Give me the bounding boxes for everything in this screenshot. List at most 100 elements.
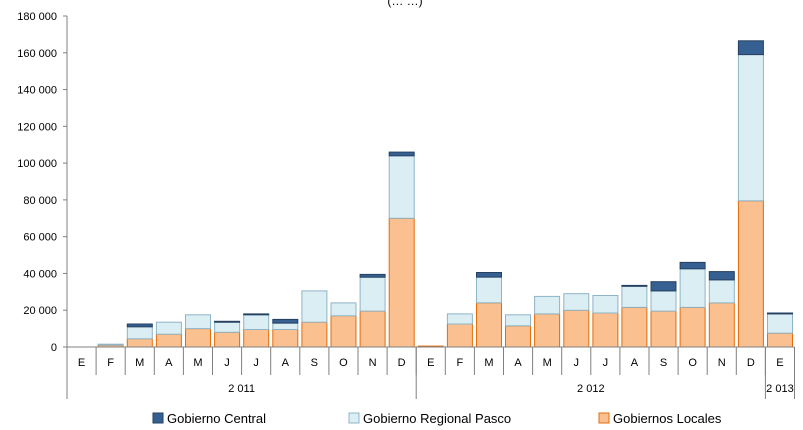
bar-segment-gobierno-regional-pasco	[155, 321, 182, 335]
bar-segment-gobierno-regional-pasco	[97, 343, 124, 346]
x-tick-label: A	[165, 357, 173, 369]
bar-segment-gobierno-central	[476, 272, 502, 278]
x-tick-label: N	[718, 357, 726, 369]
bar-segment-gobierno-regional-pasco	[621, 285, 648, 308]
bar-segment-gobierno-central	[767, 312, 793, 315]
x-tick-label: O	[688, 357, 697, 369]
y-tick-label: 140 000	[17, 85, 57, 97]
x-tick-label: A	[631, 357, 639, 369]
bar-segment-gobiernos-locales	[650, 310, 677, 348]
bar-segment-gobiernos-locales	[592, 312, 619, 348]
x-tick-label: E	[776, 357, 783, 369]
bar-segment-gobierno-regional-pasco	[330, 302, 357, 317]
legend-swatch	[152, 412, 164, 424]
y-tick-label: 40 000	[23, 268, 57, 280]
legend-label: Gobiernos Locales	[613, 411, 722, 426]
bar-segment-gobierno-regional-pasco	[592, 295, 619, 314]
x-tick-label: S	[311, 357, 318, 369]
bar-segment-gobierno-central	[388, 151, 415, 157]
bar-segment-gobierno-regional-pasco	[446, 313, 473, 325]
bar-segment-gobiernos-locales	[243, 329, 270, 348]
x-group-label: 2 011	[228, 383, 255, 395]
x-tick-label: E	[427, 357, 434, 369]
bar-segment-gobierno-regional-pasco	[185, 314, 211, 330]
bar-segment-gobierno-central	[243, 313, 270, 316]
bar-segment-gobierno-central	[359, 273, 386, 278]
y-tick-label: 160 000	[17, 48, 57, 60]
bar-segment-gobierno-regional-pasco	[301, 290, 328, 323]
bar-segment-gobiernos-locales	[301, 321, 328, 348]
bar-segment-gobiernos-locales	[767, 332, 793, 348]
bar-segment-gobiernos-locales	[505, 325, 531, 348]
bar-segment-gobiernos-locales	[330, 315, 357, 348]
bar-segment-gobiernos-locales	[708, 302, 735, 348]
chart-title: (… …)	[387, 0, 422, 8]
x-tick-label: F	[456, 357, 463, 369]
bar-segment-gobierno-regional-pasco	[708, 279, 735, 304]
bar-segment-gobierno-regional-pasco	[476, 276, 502, 304]
x-axis: E F M A M J J A S O N D E F M A M J J A S O N D E 2 011 2 012 2 013	[66, 346, 795, 399]
bar-segment-gobierno-regional-pasco	[737, 54, 764, 202]
bar-segment-gobiernos-locales	[621, 307, 648, 348]
bar-segment-gobierno-regional-pasco	[563, 293, 590, 311]
bar-segment-gobiernos-locales	[185, 328, 211, 348]
x-tick-label: A	[514, 357, 522, 369]
bar-segment-gobiernos-locales	[155, 333, 182, 348]
bar-segment-gobierno-regional-pasco	[650, 290, 677, 312]
bar-segment-gobiernos-locales	[214, 331, 241, 348]
bar-segment-gobiernos-locales	[272, 329, 299, 348]
bar-segment-gobierno-regional-pasco	[243, 314, 270, 330]
x-tick-label: J	[574, 357, 580, 369]
bar-segment-gobierno-regional-pasco	[126, 326, 153, 340]
y-axis: 0 20 000 40 000 60 000 80 000 100 000 120 000 1…	[17, 11, 68, 399]
y-tick-label: 120 000	[17, 121, 57, 133]
bar-segment-gobierno-regional-pasco	[534, 295, 561, 315]
x-tick-label: N	[369, 357, 377, 369]
bar-segment-gobierno-central	[708, 271, 735, 281]
y-tick-label: 100 000	[17, 158, 57, 170]
x-tick-label: E	[78, 357, 85, 369]
bar-segment-gobierno-central	[679, 261, 706, 270]
bar-segment-gobiernos-locales	[476, 302, 502, 348]
x-tick-label: M	[193, 357, 202, 369]
y-tick-label: 80 000	[23, 195, 57, 207]
legend-swatch	[598, 412, 610, 424]
bar-segment-gobierno-central	[737, 40, 764, 56]
bar-segment-gobierno-central	[650, 281, 677, 292]
bar-segment-gobierno-central	[126, 323, 153, 328]
bar-segment-gobiernos-locales	[446, 323, 473, 348]
bar-segment-gobierno-central	[272, 318, 299, 324]
x-group-label: 2 012	[577, 383, 605, 395]
bar-segment-gobiernos-locales	[737, 200, 764, 348]
bar-segment-gobierno-regional-pasco	[767, 313, 793, 334]
x-tick-label: O	[339, 357, 348, 369]
bar-segment-gobierno-central	[621, 284, 648, 287]
legend-swatch	[348, 412, 360, 424]
x-tick-label: J	[224, 357, 230, 369]
x-tick-label: S	[660, 357, 667, 369]
legend-label: Gobierno Central	[167, 411, 266, 426]
legend-label: Gobierno Regional Pasco	[363, 411, 511, 426]
bar-segment-gobierno-regional-pasco	[214, 321, 241, 333]
bar-segment-gobierno-regional-pasco	[388, 155, 415, 219]
bar-segment-gobiernos-locales	[388, 217, 415, 348]
x-tick-label: A	[282, 357, 290, 369]
x-tick-label: D	[747, 357, 755, 369]
bars	[97, 40, 793, 348]
y-tick-label: 20 000	[23, 305, 57, 317]
x-group-label: 2 013	[766, 383, 794, 395]
x-tick-label: F	[107, 357, 114, 369]
legend: Gobierno Central Gobierno Regional Pasco G…	[152, 411, 722, 426]
bar-segment-gobierno-regional-pasco	[272, 322, 299, 331]
x-tick-label: D	[398, 357, 406, 369]
x-tick-label: J	[253, 357, 259, 369]
bar-segment-gobiernos-locales	[679, 307, 706, 348]
bar-segment-gobiernos-locales	[126, 338, 153, 348]
bar-segment-gobierno-regional-pasco	[679, 268, 706, 308]
x-tick-label: M	[543, 357, 552, 369]
y-tick-label: 0	[51, 342, 57, 354]
bar-segment-gobierno-regional-pasco	[359, 276, 386, 312]
bar-segment-gobierno-central	[214, 320, 241, 323]
x-tick-label: J	[603, 357, 609, 369]
